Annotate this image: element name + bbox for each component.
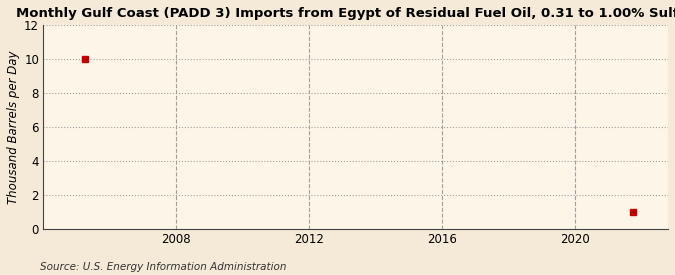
Title: Monthly Gulf Coast (PADD 3) Imports from Egypt of Residual Fuel Oil, 0.31 to 1.0: Monthly Gulf Coast (PADD 3) Imports from… <box>16 7 675 20</box>
Text: Source: U.S. Energy Information Administration: Source: U.S. Energy Information Administ… <box>40 262 287 272</box>
Y-axis label: Thousand Barrels per Day: Thousand Barrels per Day <box>7 50 20 204</box>
